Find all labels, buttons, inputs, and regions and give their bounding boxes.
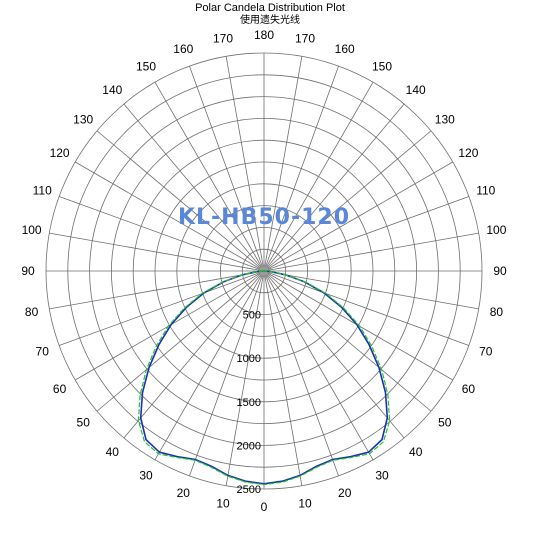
angle-label: 20 [177, 486, 191, 500]
radial-label: 1500 [237, 397, 261, 409]
angle-label: 130 [73, 112, 93, 126]
grid-spoke [123, 103, 265, 272]
angle-label: 90 [493, 264, 507, 278]
angle-label: 160 [173, 42, 193, 56]
grid-spoke [59, 270, 265, 346]
angle-label: 80 [490, 305, 504, 319]
chart-title: Polar Candela Distribution Plot [195, 2, 345, 14]
grid-spoke [263, 103, 405, 272]
grid-spoke [263, 270, 479, 310]
polar-grid [45, 52, 483, 490]
grid-spoke [263, 82, 374, 272]
angle-label: 170 [295, 32, 315, 46]
grid-spoke [123, 270, 265, 439]
angle-label: 60 [462, 382, 476, 396]
grid-spoke [154, 270, 265, 460]
angle-label: 150 [136, 60, 156, 74]
candela-curve [137, 270, 391, 486]
angle-label: 130 [435, 112, 455, 126]
angle-label: 110 [476, 183, 495, 197]
chart-subtitle: 使用遗失光线 [240, 15, 300, 26]
angle-label: 90 [21, 264, 35, 278]
angle-label: 50 [77, 416, 91, 430]
angle-label: 120 [458, 146, 478, 160]
candela-curves [137, 270, 391, 486]
angle-label: 30 [375, 468, 389, 482]
angle-labels: 0 10 10 20 20 30 30 40 40 50 50 60 60 70 70 80 80 90 90 100… [21, 28, 507, 514]
angle-label: 0 [261, 500, 268, 514]
grid-spoke [154, 82, 265, 272]
angle-label: 180 [254, 28, 274, 42]
grid-spoke [96, 270, 265, 412]
radial-label: 500 [243, 310, 261, 322]
angle-label: 120 [50, 146, 70, 160]
grid-spoke [189, 270, 265, 476]
grid-spoke [49, 232, 265, 272]
angle-label: 10 [216, 496, 230, 510]
angle-label: 110 [33, 183, 52, 197]
grid-spoke [225, 56, 265, 272]
angle-label: 150 [372, 60, 392, 74]
angle-label: 10 [298, 496, 312, 510]
grid-spoke [189, 66, 265, 272]
angle-label: 160 [335, 42, 355, 56]
angle-label: 140 [406, 83, 426, 97]
watermark-text: KL-HB50-120 [178, 205, 350, 230]
angle-label: 170 [213, 32, 233, 46]
grid-spoke [263, 270, 469, 346]
grid-spoke [263, 270, 303, 486]
grid-spoke [96, 130, 265, 272]
angle-label: 50 [438, 416, 452, 430]
grid-spoke [49, 270, 265, 310]
grid-spoke [263, 130, 432, 272]
angle-label: 140 [102, 83, 122, 97]
angle-label: 20 [338, 486, 352, 500]
angle-label: 80 [25, 305, 39, 319]
radial-label: 1000 [237, 353, 261, 365]
radial-label: 2000 [237, 440, 261, 452]
grid-spoke [263, 270, 339, 476]
grid-spoke [263, 56, 303, 272]
candela-curve [139, 270, 389, 485]
grid-spoke [263, 196, 469, 272]
grid-spoke [263, 270, 405, 439]
grid-spoke [263, 161, 453, 272]
angle-label: 60 [53, 382, 67, 396]
grid-spoke [59, 196, 265, 272]
radial-labels: 500 1000 1500 2000 2500 [237, 310, 261, 496]
grid-spoke [75, 161, 265, 272]
grid-spoke [263, 270, 432, 412]
grid-spoke [263, 66, 339, 272]
angle-label: 70 [36, 345, 50, 359]
angle-label: 70 [479, 345, 493, 359]
grid-spoke [263, 270, 374, 460]
angle-label: 40 [409, 445, 423, 459]
grid-spoke [263, 232, 479, 272]
angle-label: 100 [486, 223, 506, 237]
grid-spoke [225, 270, 265, 486]
angle-label: 100 [22, 223, 42, 237]
angle-label: 40 [106, 445, 120, 459]
angle-label: 30 [139, 468, 153, 482]
radial-label: 2500 [237, 484, 261, 496]
